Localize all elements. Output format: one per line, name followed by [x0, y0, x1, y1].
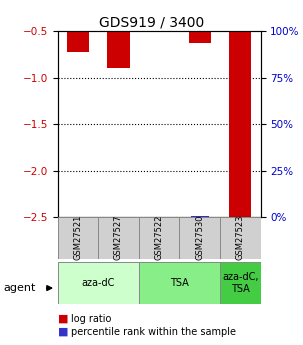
- Bar: [220, 217, 261, 259]
- Text: ■: ■: [58, 314, 68, 324]
- Bar: [179, 217, 220, 259]
- Bar: [58, 217, 98, 259]
- Text: GSM27527: GSM27527: [114, 215, 123, 260]
- Text: ■: ■: [58, 327, 68, 337]
- Bar: [58, 262, 139, 304]
- Text: GSM27521: GSM27521: [73, 215, 82, 260]
- Text: aza-dC: aza-dC: [82, 278, 115, 288]
- Text: percentile rank within the sample: percentile rank within the sample: [71, 327, 236, 337]
- Bar: [67, 31, 89, 51]
- Bar: [191, 216, 209, 217]
- Text: GSM27530: GSM27530: [195, 215, 204, 260]
- Text: agent: agent: [3, 283, 35, 293]
- Text: log ratio: log ratio: [71, 314, 112, 324]
- Text: GSM27523: GSM27523: [236, 215, 245, 260]
- Bar: [188, 31, 211, 43]
- Text: GDS919 / 3400: GDS919 / 3400: [99, 16, 204, 30]
- Bar: [139, 262, 220, 304]
- Bar: [139, 217, 179, 259]
- Bar: [98, 217, 139, 259]
- Text: GSM27522: GSM27522: [155, 215, 164, 260]
- Text: TSA: TSA: [170, 278, 189, 288]
- Bar: [220, 262, 261, 304]
- Bar: [107, 31, 130, 68]
- Text: aza-dC,
TSA: aza-dC, TSA: [222, 272, 258, 294]
- Bar: [229, 31, 251, 217]
